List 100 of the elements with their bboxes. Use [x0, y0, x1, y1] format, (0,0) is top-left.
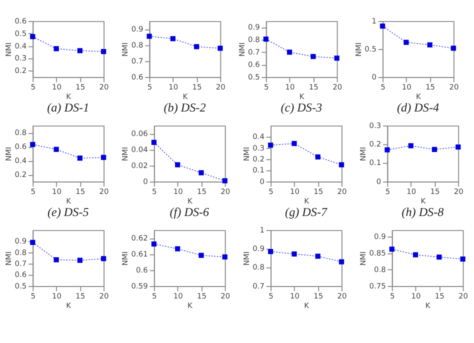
text: (a) DS-1 [47, 100, 90, 115]
y-tick-label: 0.59 [131, 281, 148, 290]
x-tick-label: 15 [426, 82, 436, 92]
point [54, 46, 59, 52]
text: (d) DS-4 [396, 100, 440, 115]
y-tick-label: 0.62 [131, 233, 148, 242]
point [427, 42, 432, 48]
point [54, 146, 59, 152]
y-tick-label: 0.6 [136, 265, 148, 274]
y-tick-label: 0.6 [14, 16, 27, 26]
y-tick-label: 0.6 [248, 60, 260, 69]
y-tick-label: 0.3 [369, 120, 382, 130]
point [268, 142, 274, 148]
x-axis-title: K [425, 300, 432, 310]
y-axis-title: NMI [242, 146, 251, 162]
x-tick-label: 5 [147, 82, 152, 92]
y-tick-label: 0.6 [14, 142, 27, 151]
point [198, 252, 204, 258]
x-axis-title: K [304, 196, 310, 206]
x-tick-label: 5 [268, 292, 274, 301]
point [263, 36, 268, 42]
y-axis-title: NMI [4, 42, 13, 57]
x-tick-label: 20 [337, 292, 347, 301]
point [404, 40, 409, 45]
point [268, 248, 274, 254]
x-tick-label: 10 [411, 292, 421, 301]
x-tick-label: 20 [220, 292, 230, 301]
x-tick-label: 15 [196, 292, 207, 301]
x-axis-title: K [66, 92, 72, 101]
y-tick-label: 0.7 [248, 48, 260, 57]
x-tick-label: 10 [402, 82, 412, 92]
x-axis-title: K [420, 196, 427, 206]
text: (e) DS-5 [47, 205, 89, 220]
y-tick-label: 0.85 [369, 248, 386, 258]
y-tick-label: 0.8 [248, 35, 260, 44]
y-tick-label: 1 [372, 16, 377, 26]
x-tick-label: 15 [430, 187, 440, 196]
x-tick-label: 20 [99, 292, 110, 301]
x-tick-label: 15 [196, 187, 207, 196]
point [30, 34, 36, 40]
y-tick-label: 0.75 [369, 281, 386, 290]
y-tick-label: 0 [260, 176, 265, 186]
y-tick-label: 0.7 [252, 281, 265, 290]
x-tick-label: 10 [173, 292, 184, 301]
y-tick-label: 0.02 [131, 160, 148, 170]
x-tick-label: 5 [152, 187, 158, 196]
x-tick-label: 20 [332, 82, 342, 92]
point [338, 162, 344, 168]
point [175, 246, 180, 252]
y-tick-label: 0.8 [252, 262, 265, 272]
x-tick-label: 15 [434, 292, 445, 301]
x-tick-label: 10 [285, 82, 296, 92]
point [54, 257, 59, 262]
x-tick-label: 10 [52, 82, 62, 92]
point [287, 50, 292, 55]
x-axis-title: K [187, 300, 194, 310]
y-tick-label: 0.61 [131, 249, 148, 258]
x-tick-label: 10 [52, 292, 62, 301]
x-tick-label: 5 [385, 187, 390, 196]
y-tick-label: 0.9 [248, 22, 260, 32]
x-tick-label: 15 [76, 187, 86, 196]
y-axis-title: NMI [237, 42, 246, 57]
y-tick-label: 0.04 [131, 144, 148, 154]
y-axis-title: NMI [4, 146, 13, 162]
x-axis-title: K [299, 92, 306, 101]
point [450, 46, 456, 51]
point [101, 256, 106, 262]
y-tick-label: 0.4 [14, 156, 27, 165]
y-tick-label: 0.9 [14, 236, 27, 246]
y-tick-label: 0.6 [14, 270, 27, 280]
text: (h) DS-8 [402, 205, 444, 220]
point [315, 254, 320, 259]
point [101, 48, 106, 54]
y-tick-label: 0 [376, 176, 382, 186]
x-tick-label: 15 [308, 82, 319, 92]
y-tick-label: 0.7 [14, 259, 27, 268]
x-tick-label: 20 [454, 187, 464, 196]
x-tick-label: 10 [52, 187, 62, 196]
point [315, 154, 320, 160]
x-tick-label: 15 [192, 82, 202, 92]
x-axis-title: K [66, 196, 72, 206]
x-tick-label: 5 [30, 187, 36, 196]
point [77, 156, 82, 161]
x-tick-label: 5 [268, 187, 274, 196]
y-tick-label: 0.1 [369, 158, 382, 168]
point [222, 178, 228, 184]
x-tick-label: 20 [337, 187, 347, 196]
x-tick-label: 15 [314, 187, 324, 196]
point [30, 240, 36, 245]
point [151, 241, 157, 247]
y-tick-label: 0.5 [364, 44, 377, 54]
point [334, 56, 340, 61]
x-tick-label: 15 [314, 292, 324, 301]
y-tick-label: 0.9 [131, 24, 144, 34]
y-axis-title: NMI [120, 146, 130, 162]
x-tick-label: 5 [30, 292, 36, 301]
y-tick-label: 0.3 [252, 143, 265, 152]
y-axis-title: NMI [242, 251, 251, 266]
x-tick-label: 10 [173, 187, 184, 196]
y-axis-title: NMI [358, 251, 368, 266]
